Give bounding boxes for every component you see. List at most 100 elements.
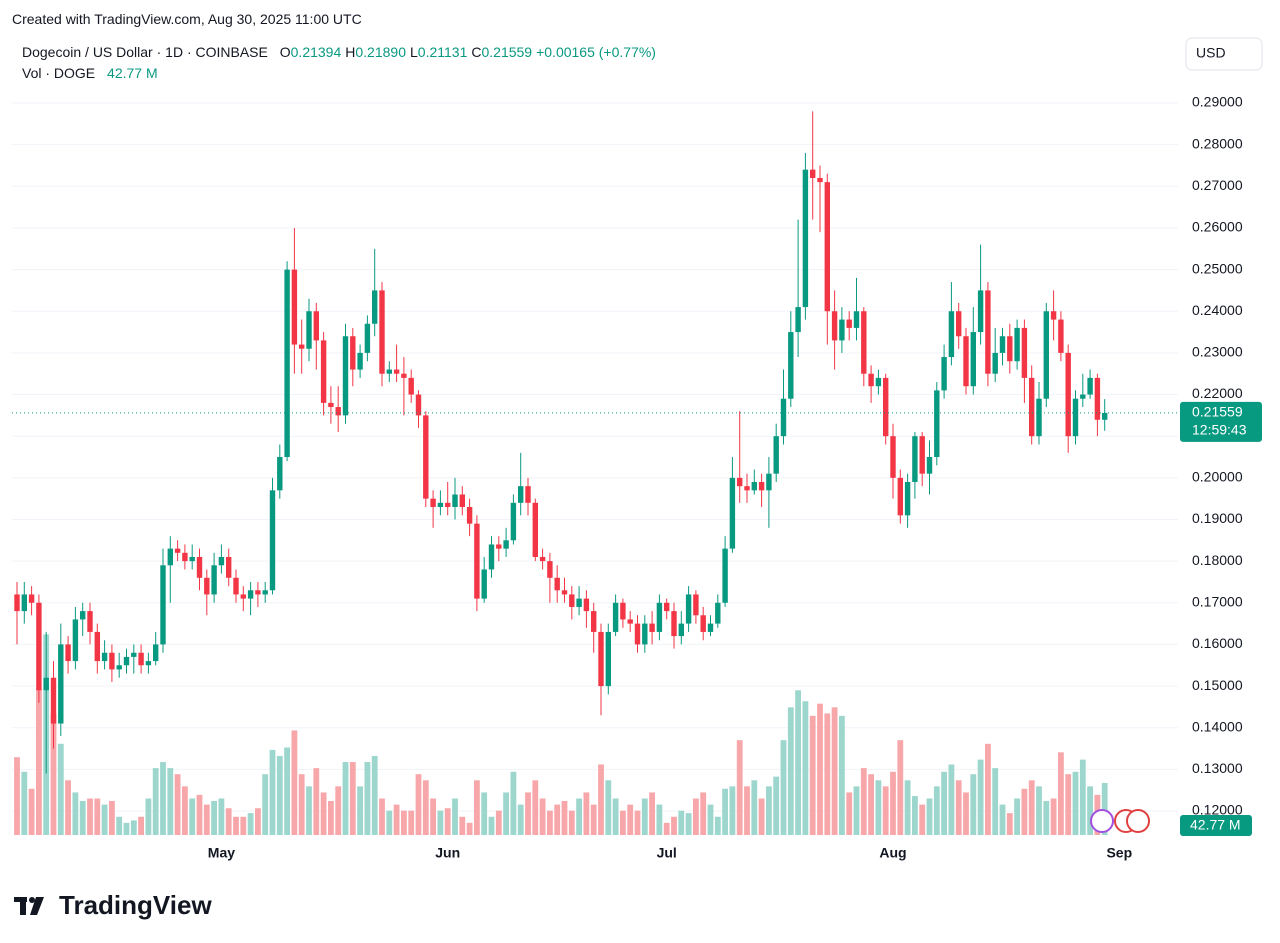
volume-bar [773, 776, 780, 835]
volume-bar [561, 800, 568, 835]
volume-bar [766, 786, 772, 835]
volume-bar [1079, 759, 1086, 835]
volume-bar [795, 690, 801, 835]
candle-body [722, 548, 728, 603]
candle-body [474, 523, 480, 599]
candle-body [1080, 394, 1086, 399]
volume-bar [817, 703, 823, 835]
volume-bar [1006, 813, 1013, 835]
candle-body [342, 336, 349, 416]
volume-bar [839, 715, 845, 835]
candle-body [58, 644, 64, 724]
volume-bar [94, 798, 101, 835]
volume-bar [846, 792, 853, 835]
volume-bar [306, 786, 312, 835]
candle-body [415, 394, 422, 416]
volume-bar [65, 780, 71, 835]
volume-bar [109, 800, 115, 835]
volume-bar [459, 816, 466, 835]
candle-body [963, 336, 969, 387]
candle-body [875, 377, 882, 387]
candle-body [795, 307, 801, 333]
candle-body [810, 169, 816, 178]
candle-body [131, 652, 137, 657]
candle-body [620, 602, 626, 620]
candle-body [583, 598, 590, 612]
candle-body [372, 290, 378, 324]
candle-body [707, 623, 714, 632]
y-tick-label: 0.20000 [1192, 469, 1243, 485]
candle-body [174, 548, 181, 553]
grid [12, 102, 1178, 812]
candle-body [678, 623, 684, 637]
volume-bar [1043, 800, 1050, 835]
candle-body [817, 177, 823, 183]
candle-body [269, 490, 276, 591]
volume-bar [890, 771, 896, 835]
candle-body [846, 319, 852, 328]
volume-bar [269, 749, 276, 835]
volume-bar [379, 798, 385, 835]
volume-bar [1101, 782, 1108, 835]
candle-body [693, 594, 699, 616]
candle-body [839, 319, 845, 341]
candle-body [408, 377, 414, 395]
candle-body [153, 644, 159, 662]
volume-value: 42.77 M [107, 65, 158, 81]
volume-bar [809, 715, 816, 835]
volume-bar [860, 768, 867, 835]
volume-bar [422, 780, 429, 835]
volume-bar [247, 813, 254, 835]
volume-bar [408, 810, 415, 835]
volume-bar [634, 810, 641, 835]
y-tick-label: 0.26000 [1192, 219, 1243, 235]
candle-body [649, 623, 655, 632]
volume-bar [466, 822, 473, 835]
volume-bar [123, 822, 130, 835]
volume-bar [21, 771, 28, 835]
candle-body [1094, 377, 1101, 420]
candle-body [233, 577, 239, 595]
x-tick-label: May [208, 845, 235, 861]
candle-body [569, 594, 575, 607]
candle-body [393, 369, 400, 374]
candle-body [547, 561, 553, 578]
candle-body [43, 677, 49, 691]
candle-body [335, 407, 341, 416]
candle-body [656, 602, 663, 632]
volume-bar [547, 810, 553, 835]
volume-bar [933, 786, 940, 835]
candle-body [50, 677, 57, 724]
volume-bar [262, 774, 269, 835]
legend-key: O [279, 44, 291, 60]
volume-bar [627, 804, 634, 835]
candle-body [357, 352, 363, 370]
candle-body [956, 311, 962, 337]
candle-body [561, 590, 568, 595]
volume-bar [517, 804, 524, 835]
candle-body [72, 619, 79, 662]
volume-bar [722, 788, 728, 835]
volume-bar [897, 740, 904, 835]
candle-body [277, 457, 283, 491]
volume-bar [79, 800, 86, 835]
volume-bar [620, 810, 626, 835]
candle-body [109, 652, 115, 670]
candle-body [65, 644, 71, 662]
currency-box[interactable] [1185, 37, 1263, 71]
candle-body [912, 436, 918, 483]
volume-bar [882, 786, 889, 835]
candle-body [1036, 398, 1042, 437]
legend-key: C [471, 44, 482, 60]
volume-bar [349, 762, 356, 835]
volume-bar [298, 774, 305, 835]
volume-bar [50, 713, 57, 835]
candle-body [671, 611, 677, 637]
volume-bar [182, 786, 188, 835]
candle-body [605, 631, 611, 687]
volume-bar [977, 759, 984, 835]
volume-bar [36, 689, 42, 835]
volume-bar [868, 774, 874, 835]
candle-body [496, 544, 502, 549]
